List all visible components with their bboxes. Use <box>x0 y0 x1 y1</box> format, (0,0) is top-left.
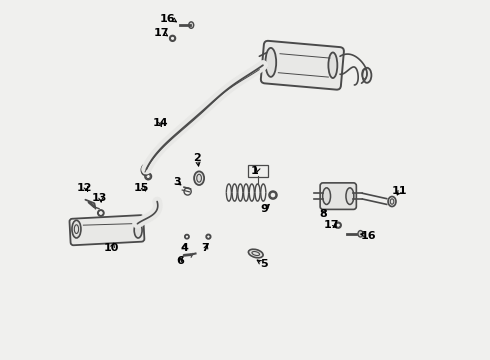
Ellipse shape <box>189 22 194 28</box>
Ellipse shape <box>194 171 204 185</box>
Text: 13: 13 <box>92 193 107 203</box>
Text: 2: 2 <box>193 153 200 163</box>
Ellipse shape <box>72 220 81 238</box>
Text: 4: 4 <box>180 243 188 253</box>
Text: 17: 17 <box>154 28 170 38</box>
Text: 5: 5 <box>260 259 268 269</box>
Text: 14: 14 <box>152 118 168 128</box>
Text: 8: 8 <box>319 209 327 219</box>
Ellipse shape <box>134 222 142 238</box>
Text: 10: 10 <box>104 243 119 253</box>
Ellipse shape <box>346 188 354 204</box>
FancyBboxPatch shape <box>261 41 344 90</box>
Ellipse shape <box>328 53 337 78</box>
FancyBboxPatch shape <box>320 183 356 210</box>
Ellipse shape <box>266 48 276 77</box>
FancyBboxPatch shape <box>70 215 145 245</box>
Text: 16: 16 <box>361 231 376 240</box>
Ellipse shape <box>322 188 331 204</box>
Text: 3: 3 <box>173 177 181 187</box>
Ellipse shape <box>363 68 371 83</box>
Text: 12: 12 <box>76 183 92 193</box>
Text: 9: 9 <box>261 204 269 214</box>
Text: 17: 17 <box>324 220 340 230</box>
Text: 1: 1 <box>251 166 259 176</box>
Text: 7: 7 <box>202 243 209 253</box>
Text: 16: 16 <box>160 14 176 24</box>
Ellipse shape <box>358 230 363 237</box>
Text: 11: 11 <box>392 186 408 197</box>
Ellipse shape <box>388 197 396 207</box>
Text: 6: 6 <box>176 256 184 266</box>
Ellipse shape <box>248 249 263 258</box>
Text: 15: 15 <box>133 183 148 193</box>
Ellipse shape <box>141 165 149 175</box>
